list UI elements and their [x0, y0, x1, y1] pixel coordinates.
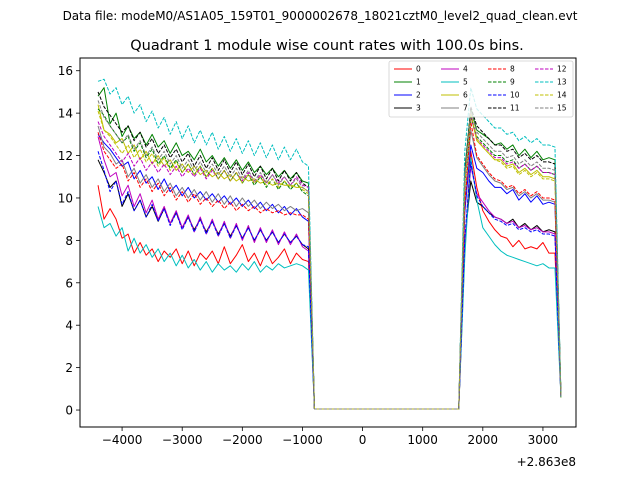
x-axis: −4000 −3000 −2000 −1000 0 1000 2000 3000	[102, 427, 558, 447]
legend-label-11: 11	[510, 104, 520, 113]
legend-label-0: 0	[416, 65, 421, 74]
y-tick-label: 10	[58, 191, 73, 205]
x-tick-label: −4000	[102, 433, 143, 447]
series-line-8	[97, 121, 562, 410]
series-line-11	[97, 91, 562, 410]
series-line-10	[97, 151, 562, 410]
x-tick-label: −1000	[282, 433, 323, 447]
x-tick-label: 1000	[407, 433, 438, 447]
legend-label-10: 10	[510, 91, 520, 100]
chart-title: Quadrant 1 module wise count rates with …	[130, 38, 524, 54]
legend-label-9: 9	[510, 78, 515, 87]
series-line-0	[97, 150, 562, 410]
series-line-9	[97, 108, 562, 410]
legend-label-1: 1	[416, 78, 421, 87]
y-axis: 0 2 4 6 8 10 12 14 16	[58, 64, 80, 418]
x-tick-label: 2000	[468, 433, 499, 447]
y-tick-label: 2	[65, 361, 73, 375]
legend-label-13: 13	[557, 78, 567, 87]
x-tick-label: −2000	[222, 433, 263, 447]
x-offset-label: +2.863e8	[517, 455, 576, 469]
y-tick-label: 16	[58, 64, 73, 78]
series-line-12	[97, 114, 562, 410]
series-line-5	[97, 157, 562, 410]
x-tick-label: −3000	[162, 433, 203, 447]
y-tick-label: 14	[58, 107, 73, 121]
y-tick-label: 6	[65, 276, 73, 290]
series-line-15	[97, 100, 562, 410]
legend-label-6: 6	[463, 91, 468, 100]
legend-label-3: 3	[416, 104, 421, 113]
legend-label-7: 7	[463, 104, 468, 113]
y-tick-label: 8	[65, 234, 73, 248]
plot-frame	[79, 57, 577, 428]
y-tick-label: 12	[58, 149, 73, 163]
series-line-2	[97, 134, 562, 410]
y-tick-label: 0	[65, 404, 73, 418]
series-line-6	[97, 104, 562, 410]
suptitle: Data file: modeM0/AS1A05_159T01_90000026…	[63, 9, 578, 23]
legend-label-5: 5	[463, 78, 468, 87]
series-line-4	[97, 136, 562, 410]
y-tick-label: 4	[65, 319, 73, 333]
series-line-14	[97, 110, 562, 410]
legend-label-15: 15	[557, 104, 567, 113]
legend-label-4: 4	[463, 65, 468, 74]
x-tick-label: 3000	[528, 433, 559, 447]
series-layer	[97, 78, 562, 410]
series-line-13	[97, 78, 562, 410]
legend-label-8: 8	[510, 65, 515, 74]
legend-label-2: 2	[416, 91, 421, 100]
x-tick-label: 0	[359, 433, 367, 447]
series-line-7	[97, 125, 562, 410]
legend-label-12: 12	[557, 65, 567, 74]
legend-label-14: 14	[557, 91, 567, 100]
legend-frame	[388, 60, 574, 118]
